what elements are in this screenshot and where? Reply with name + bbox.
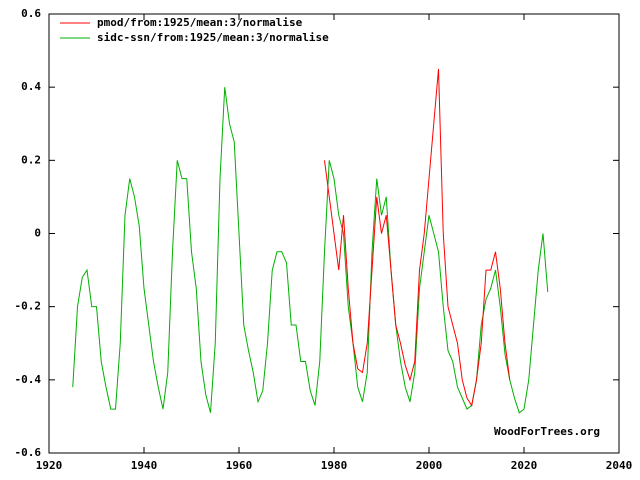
legend-label: pmod/from:1925/mean:3/normalise — [97, 16, 303, 29]
x-tick-label: 1960 — [226, 459, 253, 472]
series-line — [324, 68, 511, 407]
x-tick-label: 1980 — [321, 459, 348, 472]
x-tick-label: 1940 — [131, 459, 158, 472]
y-tick-label: -0.2 — [15, 300, 42, 313]
x-tick-label: 2020 — [511, 459, 538, 472]
x-tick-label: 2000 — [416, 459, 443, 472]
series-line — [72, 87, 549, 414]
y-tick-label: -0.6 — [15, 446, 42, 459]
y-tick-label: -0.4 — [15, 373, 42, 386]
annotation: WoodForTrees.org — [494, 425, 600, 438]
y-tick-label: 0.4 — [21, 80, 41, 93]
x-tick-label: 1920 — [36, 459, 63, 472]
y-tick-label: 0.2 — [21, 153, 41, 166]
legend-label: sidc-ssn/from:1925/mean:3/normalise — [97, 31, 329, 44]
y-tick-label: 0 — [34, 227, 41, 240]
y-tick-label: 0.6 — [21, 7, 41, 20]
x-tick-label: 2040 — [606, 459, 633, 472]
